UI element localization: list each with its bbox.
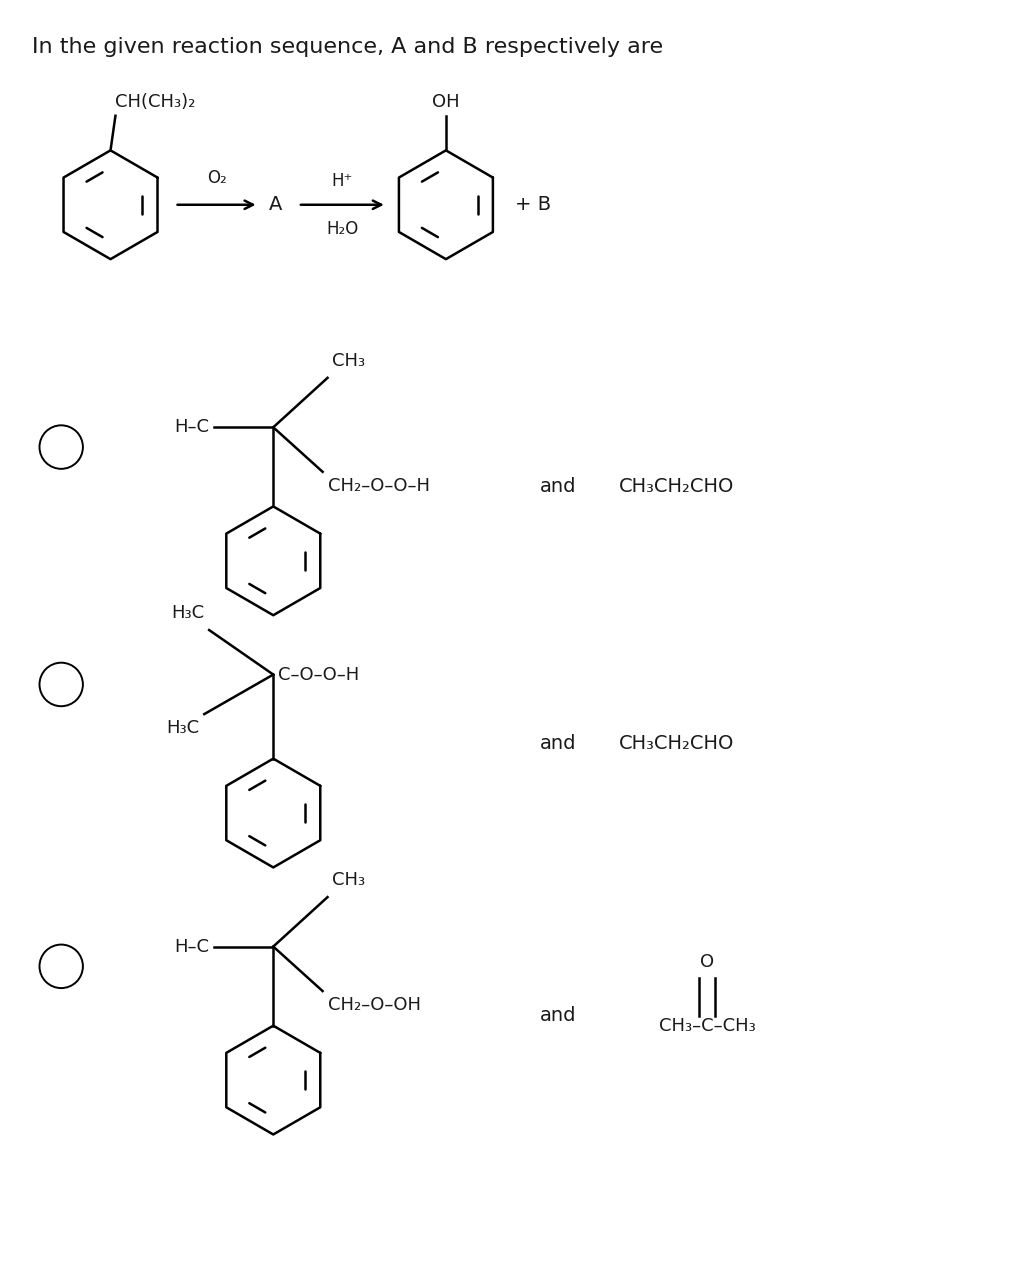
Text: and: and [540, 478, 577, 497]
Text: CH₂–O–O–H: CH₂–O–O–H [328, 476, 429, 495]
Text: H₃C: H₃C [166, 719, 200, 737]
Text: CH₃CH₂CHO: CH₃CH₂CHO [618, 478, 734, 497]
Text: A: A [268, 196, 282, 215]
Text: CH₃–C–CH₃: CH₃–C–CH₃ [658, 1017, 756, 1035]
Text: CH₃: CH₃ [333, 871, 366, 889]
Text: OH: OH [432, 93, 460, 110]
Text: In the given reaction sequence, A and B respectively are: In the given reaction sequence, A and B … [32, 37, 663, 57]
Text: O₂: O₂ [207, 169, 226, 187]
Text: CH₃CH₂CHO: CH₃CH₂CHO [618, 734, 734, 753]
Text: and: and [540, 1006, 577, 1025]
Text: H⁺: H⁺ [332, 171, 353, 190]
Text: O: O [700, 954, 715, 972]
Text: + B: + B [515, 196, 551, 215]
Text: CH₂–O–OH: CH₂–O–OH [328, 996, 421, 1013]
Text: H–C: H–C [174, 418, 209, 437]
Text: CH(CH₃)₂: CH(CH₃)₂ [116, 93, 196, 110]
Text: H₂O: H₂O [327, 220, 358, 237]
Text: CH₃: CH₃ [333, 352, 366, 370]
Text: and: and [540, 734, 577, 753]
Text: C–O–O–H: C–O–O–H [279, 665, 359, 683]
Text: H₃C: H₃C [171, 605, 204, 622]
Text: H–C: H–C [174, 937, 209, 955]
